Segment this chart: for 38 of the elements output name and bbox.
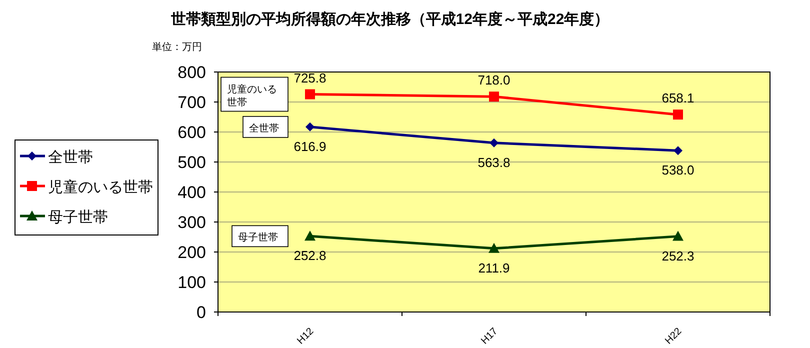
data-label: 563.8 [478, 154, 510, 170]
legend-label: 児童のいる世帯 [48, 179, 153, 196]
y-tick-label: 600 [178, 123, 206, 142]
data-label: 252.3 [662, 248, 694, 264]
y-tick-label: 200 [178, 243, 206, 262]
point [490, 138, 498, 148]
annotation: 児童のいる世帯 [227, 83, 277, 108]
x-tick-label: H12 [295, 326, 316, 347]
x-tick-label: H22 [663, 326, 684, 347]
x-tick-label: H17 [479, 326, 500, 347]
data-label: 718.0 [478, 72, 510, 88]
y-tick-label: 300 [178, 213, 206, 232]
data-label: 211.9 [478, 260, 510, 276]
point [672, 230, 684, 241]
data-label: 658.1 [662, 90, 694, 106]
data-label: 252.8 [294, 248, 326, 264]
y-tick-label: 0 [196, 303, 206, 322]
point [305, 89, 315, 100]
annotation: 全世帯 [249, 122, 279, 134]
point [306, 122, 314, 132]
annotation: 母子世帯 [238, 232, 278, 244]
y-tick-label: 100 [178, 273, 206, 292]
y-tick-label: 500 [178, 153, 206, 172]
point [489, 92, 499, 102]
legend-label: 母子世帯 [48, 209, 108, 226]
y-tick-label: 400 [178, 183, 206, 202]
chart-title: 世帯類型別の平均所得額の年次推移（平成12年度～平成22年度） [170, 10, 610, 28]
data-label: 725.8 [294, 70, 326, 86]
point [673, 110, 683, 120]
legend-label: 全世帯 [48, 149, 93, 166]
data-label: 538.0 [662, 162, 694, 178]
point [304, 230, 316, 241]
point [488, 242, 500, 253]
y-tick-label: 800 [178, 63, 206, 82]
point [674, 146, 682, 156]
data-label: 616.9 [294, 138, 326, 154]
y-axis-title: 単位：万円 [152, 41, 202, 53]
y-tick-label: 700 [178, 93, 206, 112]
